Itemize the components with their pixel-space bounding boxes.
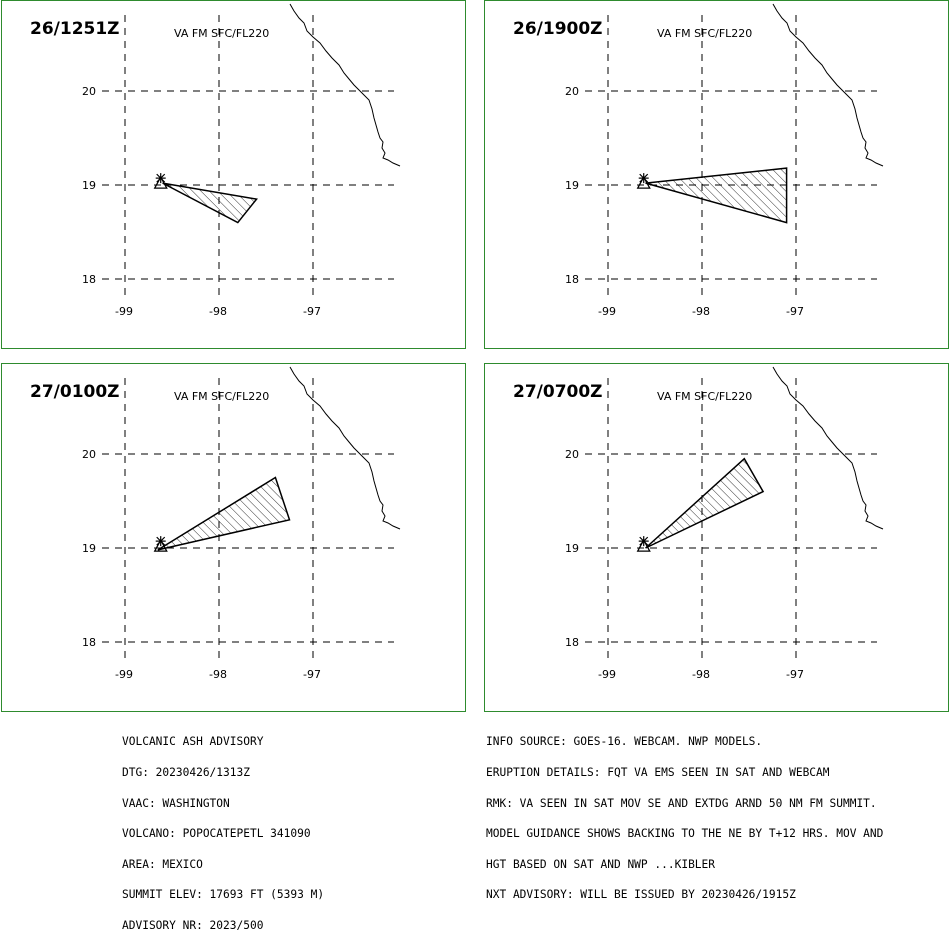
coastline — [289, 366, 401, 530]
lat-label-18: 18 — [82, 273, 96, 286]
panel-time-label: 27/0100Z — [30, 382, 120, 402]
advisory-line: AREA: MEXICO — [122, 857, 203, 871]
panel-time-label: 26/1251Z — [30, 19, 120, 39]
lon-label-97: -97 — [303, 668, 321, 681]
advisory-line: INFO SOURCE: GOES-16. WEBCAM. NWP MODELS… — [486, 735, 763, 749]
advisory-line: NXT ADVISORY: WILL BE ISSUED BY 20230426… — [486, 888, 796, 902]
lon-label-97: -97 — [786, 305, 804, 318]
advisory-line: MODEL GUIDANCE SHOWS BACKING TO THE NE B… — [486, 827, 884, 841]
map-panel-1: 26/1251Z VA FM SFC/FL220 20 19 18 -99 -9… — [1, 0, 466, 349]
lon-label-99: -99 — [598, 668, 616, 681]
volcano-icon — [153, 173, 168, 189]
panel-layer-label: VA FM SFC/FL220 — [174, 27, 270, 40]
ash-cloud-polygon — [645, 457, 765, 549]
volcano-icon — [636, 173, 651, 189]
map-canvas-1 — [102, 3, 401, 299]
lat-label-20: 20 — [82, 448, 96, 461]
lat-label-18: 18 — [82, 636, 96, 649]
panel-layer-label: VA FM SFC/FL220 — [657, 390, 753, 403]
panel-time-label: 27/0700Z — [513, 382, 603, 402]
advisory-line: SUMMIT ELEV: 17693 FT (5393 M) — [122, 888, 325, 902]
map-panel-2: 26/1900Z VA FM SFC/FL220 20 19 18 -99 -9… — [484, 0, 949, 349]
advisory-line: VAAC: WASHINGTON — [122, 796, 230, 810]
ash-cloud-polygon — [645, 167, 788, 224]
advisory-remarks-block: INFO SOURCE: GOES-16. WEBCAM. NWP MODELS… — [486, 717, 883, 911]
ash-cloud-polygon — [157, 476, 291, 551]
lon-label-98: -98 — [209, 305, 227, 318]
ash-cloud-polygon — [162, 182, 258, 224]
lon-label-98: -98 — [209, 668, 227, 681]
lat-label-19: 19 — [565, 179, 579, 192]
volcano-icon — [153, 536, 168, 552]
lat-label-20: 20 — [82, 85, 96, 98]
advisory-line: ERUPTION DETAILS: FQT VA EMS SEEN IN SAT… — [486, 766, 830, 779]
lat-label-20: 20 — [565, 85, 579, 98]
lon-label-99: -99 — [115, 305, 133, 318]
map-canvas-3 — [102, 366, 401, 662]
lat-label-19: 19 — [565, 542, 579, 555]
map-canvas-4 — [585, 366, 884, 662]
advisory-line: DTG: 20230426/1313Z — [122, 766, 250, 779]
coastline — [772, 3, 884, 167]
advisory-line: ADVISORY NR: 2023/500 — [122, 918, 264, 932]
lon-label-98: -98 — [692, 305, 710, 318]
panel-time-label: 26/1900Z — [513, 19, 603, 39]
coastline — [772, 366, 884, 530]
advisory-line: RMK: VA SEEN IN SAT MOV SE AND EXTDG ARN… — [486, 796, 877, 810]
lat-label-20: 20 — [565, 448, 579, 461]
advisory-line: VOLCANIC ASH ADVISORY — [122, 735, 264, 749]
lon-label-97: -97 — [786, 668, 804, 681]
advisory-header-block: VOLCANIC ASH ADVISORY DTG: 20230426/1313… — [122, 717, 324, 941]
lat-label-19: 19 — [82, 542, 96, 555]
lon-label-97: -97 — [303, 305, 321, 318]
volcano-icon — [636, 536, 651, 552]
panel-layer-label: VA FM SFC/FL220 — [174, 390, 270, 403]
advisory-line: HGT BASED ON SAT AND NWP ...KIBLER — [486, 857, 716, 871]
panel-layer-label: VA FM SFC/FL220 — [657, 27, 753, 40]
lat-label-18: 18 — [565, 273, 579, 286]
lon-label-99: -99 — [115, 668, 133, 681]
map-panel-3: 27/0100Z VA FM SFC/FL220 20 19 18 -99 -9… — [1, 363, 466, 712]
lat-label-18: 18 — [565, 636, 579, 649]
lat-label-19: 19 — [82, 179, 96, 192]
coastline — [289, 3, 401, 167]
lon-label-98: -98 — [692, 668, 710, 681]
map-panel-4: 27/0700Z VA FM SFC/FL220 20 19 18 -99 -9… — [484, 363, 949, 712]
advisory-line: VOLCANO: POPOCATEPETL 341090 — [122, 827, 311, 841]
map-canvas-2 — [585, 3, 884, 299]
lon-label-99: -99 — [598, 305, 616, 318]
